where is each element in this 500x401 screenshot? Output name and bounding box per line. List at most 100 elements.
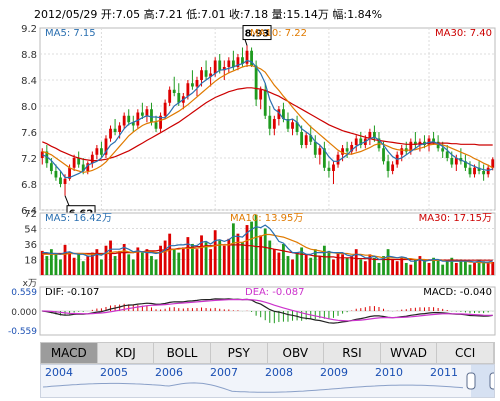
tab-wvad[interactable]: WVAD — [381, 343, 438, 363]
volume-bar — [454, 262, 458, 275]
timeline-sparkline — [42, 365, 494, 397]
candle-up — [136, 112, 140, 126]
volume-bar — [441, 264, 445, 275]
volume-bar — [486, 262, 490, 275]
volume-bar — [391, 259, 395, 275]
candle-up — [454, 158, 458, 165]
candle-up — [200, 70, 203, 80]
price-ma30-legend: MA30: 7.40 — [435, 28, 492, 39]
volume-bar — [172, 249, 176, 275]
volume-bar — [127, 254, 131, 275]
candle-up — [291, 122, 294, 129]
price-high-annotation-leader — [244, 39, 248, 46]
candle-down — [282, 109, 285, 119]
volume-bar — [318, 256, 322, 275]
price-y-tick-label: 9.2 — [21, 24, 37, 35]
tab-obv[interactable]: OBV — [268, 343, 325, 363]
macd-y-tick-label: -0.559 — [8, 327, 37, 337]
macd-dif-legend: DIF: -0.107 — [45, 287, 99, 298]
volume-bar — [63, 244, 67, 275]
timeline-year-label: 2010 — [375, 366, 403, 379]
volume-bar — [368, 254, 372, 275]
candle-down — [441, 148, 445, 152]
candle-up — [332, 164, 335, 171]
volume-bar — [100, 259, 103, 275]
volume-bar — [395, 261, 399, 275]
volume-bar — [304, 254, 308, 275]
volume-bar — [295, 252, 299, 275]
volume-ma10-legend: MA10: 13.95万 — [230, 213, 303, 224]
price-low-annotation-leader — [64, 195, 70, 206]
macd-dea-line — [42, 298, 493, 322]
price-ma5-line — [42, 59, 493, 179]
tab-psy[interactable]: PSY — [211, 343, 268, 363]
volume-bar — [277, 252, 281, 275]
volume-bar — [386, 249, 390, 275]
candle-up — [122, 115, 126, 126]
volume-y-tick-label: 36 — [24, 240, 37, 251]
candle-up — [227, 60, 231, 67]
candle-down — [413, 141, 417, 145]
volume-bar — [332, 259, 335, 275]
candle-down — [309, 135, 313, 142]
candle-down — [177, 93, 181, 103]
volume-bar — [259, 235, 263, 275]
volume-bar — [300, 247, 304, 275]
candle-up — [473, 167, 476, 175]
candle-down — [464, 161, 467, 168]
volume-bar — [482, 261, 486, 275]
volume-ma5-legend: MA5: 16.42万 — [45, 213, 112, 224]
candle-up — [318, 148, 322, 155]
timeline-right-handle[interactable] — [489, 372, 494, 390]
candle-up — [72, 158, 76, 168]
price-y-tick-label: 7.2 — [21, 154, 37, 165]
candle-down — [373, 132, 376, 139]
volume-bar — [423, 261, 426, 275]
candle-up — [109, 128, 112, 139]
volume-bar — [86, 256, 90, 275]
candle-up — [213, 60, 217, 74]
volume-bar — [263, 228, 267, 275]
timeline-navigator[interactable]: 2004 2005 2006 2007 2008 2009 2010 2011 — [40, 364, 495, 398]
volume-bar — [254, 214, 258, 275]
tab-boll[interactable]: BOLL — [154, 343, 211, 363]
candle-up — [186, 83, 190, 97]
candle-up — [391, 164, 395, 171]
volume-bar — [163, 240, 167, 275]
macd-value-legend: MACD: -0.040 — [423, 287, 492, 298]
volume-bar — [341, 254, 344, 275]
volume-bar — [250, 221, 253, 275]
tab-rsi[interactable]: RSI — [324, 343, 381, 363]
candle-down — [131, 122, 135, 126]
macd-y-tick-label: 0.559 — [11, 288, 37, 298]
candle-up — [409, 141, 413, 152]
candle-down — [49, 163, 53, 171]
timeline-selection-range[interactable] — [471, 365, 494, 397]
timeline-left-handle[interactable] — [466, 372, 476, 390]
candle-up — [350, 145, 354, 152]
candle-up — [118, 125, 122, 132]
candle-down — [268, 115, 272, 129]
volume-bar — [382, 256, 385, 275]
tab-cci[interactable]: CCI — [437, 343, 494, 363]
candle-down — [295, 122, 299, 132]
candle-down — [322, 148, 326, 168]
candle-down — [263, 89, 267, 116]
volume-bar — [150, 256, 153, 275]
volume-bar — [109, 240, 112, 275]
candle-down — [54, 171, 58, 178]
tab-macd[interactable]: MACD — [41, 343, 98, 363]
candle-down — [286, 119, 290, 129]
volume-bar — [309, 257, 313, 275]
volume-bar — [195, 249, 199, 275]
volume-ma5-line — [42, 224, 493, 263]
timeline-year-label: 2006 — [155, 366, 183, 379]
volume-bar — [218, 240, 222, 275]
volume-bar — [413, 259, 417, 275]
candle-up — [86, 163, 90, 171]
tab-kdj[interactable]: KDJ — [98, 343, 155, 363]
candle-up — [209, 73, 213, 77]
candle-up — [400, 148, 404, 155]
